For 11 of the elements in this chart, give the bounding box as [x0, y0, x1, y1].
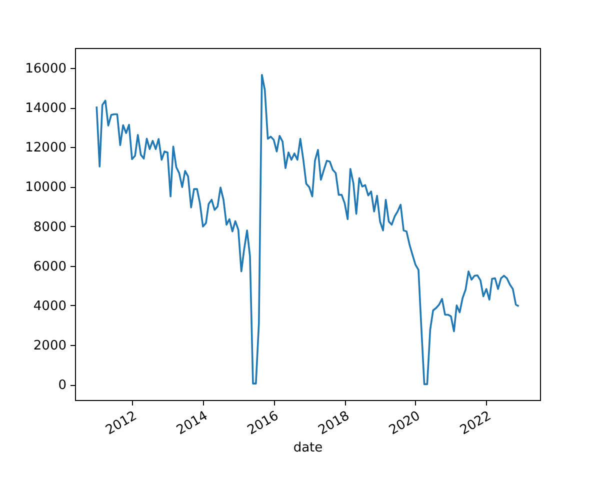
line-series [96, 74, 520, 386]
y-tick-label: 14000 [25, 101, 66, 116]
y-tick-label: 10000 [25, 180, 66, 196]
y-tick-label: 16000 [25, 61, 66, 76]
y-tick-label: 0 [58, 378, 66, 394]
y-tick-label: 4000 [33, 298, 66, 314]
y-tick-label: 8000 [33, 220, 66, 235]
y-tick-label: 6000 [33, 259, 66, 274]
x-axis-title: date [293, 440, 323, 456]
y-tick-label: 2000 [33, 338, 66, 354]
y-tick-label: 12000 [25, 140, 66, 156]
